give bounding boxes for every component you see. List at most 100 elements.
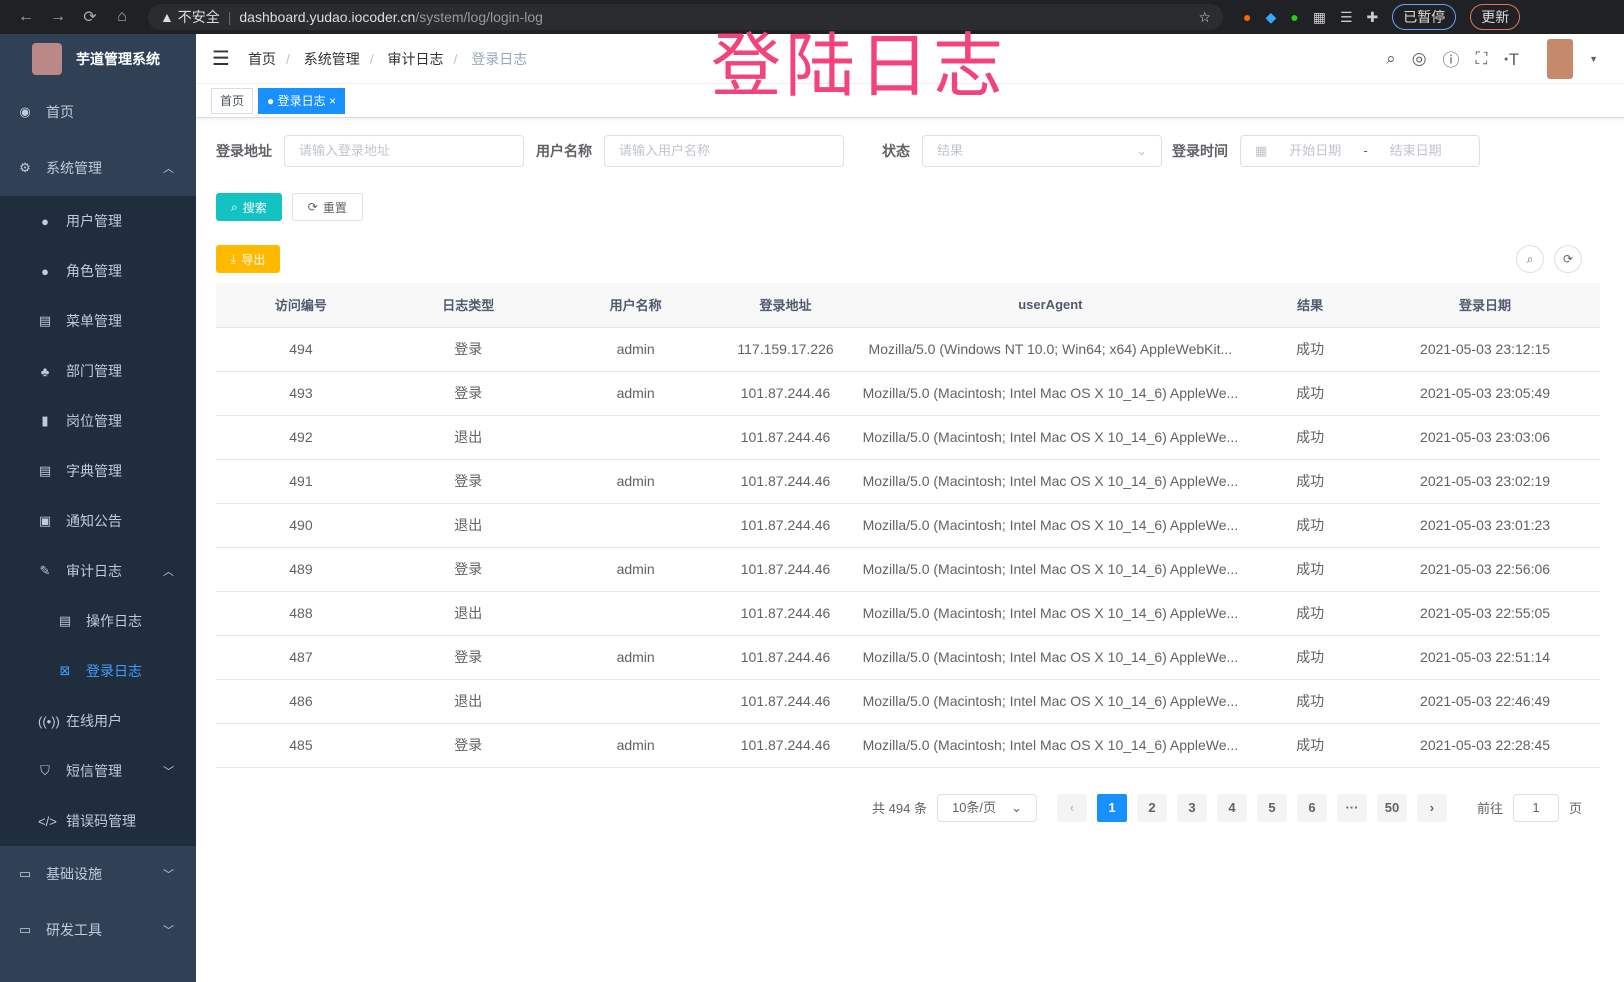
font-size-icon[interactable]: ꞏT bbox=[1503, 50, 1520, 69]
page-button[interactable]: 50 bbox=[1376, 793, 1407, 822]
role-icon: ● bbox=[41, 263, 49, 279]
search-button[interactable]: ⌕ 搜索 bbox=[216, 193, 282, 221]
label: 审计日志 bbox=[66, 563, 122, 579]
sidebar-item-login-log[interactable]: ⊠ 登录日志 bbox=[0, 646, 196, 696]
table-row[interactable]: 494 登录 admin 117.159.17.226 Mozilla/5.0 (Win… bbox=[216, 327, 1600, 372]
prev-page-button[interactable]: ‹ bbox=[1056, 793, 1087, 822]
label: 基础设施 bbox=[46, 866, 102, 882]
column-header: 访问编号 bbox=[216, 283, 386, 328]
breadcrumb-item[interactable]: 审计日志 bbox=[387, 50, 444, 67]
extension-icon[interactable]: ▦ bbox=[1312, 8, 1326, 25]
puzzle-icon[interactable]: ✚ bbox=[1366, 8, 1379, 25]
next-page-button[interactable]: › bbox=[1416, 793, 1447, 822]
browser-toolbar: ← → ⟳ ⌂ ▲ 不安全 | dashboard.yudao.iocoder.c… bbox=[0, 0, 1624, 34]
sidebar-item-audit[interactable]: ✎ 审计日志 ︿ bbox=[0, 546, 196, 596]
sidebar-item-menus[interactable]: ▤ 菜单管理 bbox=[0, 296, 196, 346]
page-button[interactable]: 2 bbox=[1136, 793, 1167, 822]
forward-icon[interactable]: → bbox=[50, 8, 66, 25]
sidebar-logo[interactable]: 芋道管理系统 bbox=[0, 34, 196, 84]
close-icon[interactable]: × bbox=[328, 93, 336, 108]
table-row[interactable]: 492 退出 101.87.244.46 Mozilla/5.0 (Macintosh… bbox=[216, 415, 1600, 460]
refresh-icon[interactable]: ⟳ bbox=[1554, 245, 1582, 273]
page-size-select[interactable]: 10条/页 ⌄ bbox=[936, 793, 1037, 822]
update-button[interactable]: 更新 bbox=[1470, 4, 1521, 30]
search-icon[interactable]: ⌕ bbox=[1386, 48, 1396, 68]
hamburger-icon[interactable]: ☰ bbox=[212, 48, 230, 70]
sidebar-item-notice[interactable]: ▣ 通知公告 bbox=[0, 496, 196, 546]
toggle-search-icon[interactable]: ⌕ bbox=[1516, 245, 1544, 273]
sidebar-item-infra[interactable]: ▭ 基础设施 ﹀ bbox=[0, 846, 196, 902]
table-cell: 退出 bbox=[385, 679, 551, 724]
sidebar-item-dict[interactable]: ▤ 字典管理 bbox=[0, 446, 196, 496]
extension-icon[interactable]: ● bbox=[1290, 9, 1299, 25]
profile-button[interactable]: 已暂停 bbox=[1392, 4, 1457, 30]
page-button[interactable]: ··· bbox=[1336, 793, 1367, 822]
label: 搜索 bbox=[242, 200, 267, 215]
dict-icon: ▤ bbox=[38, 463, 52, 478]
sidebar-item-posts[interactable]: ▮ 岗位管理 bbox=[0, 396, 196, 446]
table-row[interactable]: 491 登录 admin 101.87.244.46 Mozilla/5.0 (Maci… bbox=[216, 459, 1600, 504]
caret-down-icon[interactable]: ▼ bbox=[1589, 53, 1598, 64]
sidebar-item-error-code[interactable]: </> 错误码管理 bbox=[0, 796, 196, 846]
tool-icon: ▭ bbox=[18, 922, 32, 937]
breadcrumb-item[interactable]: 系统管理 bbox=[303, 50, 360, 67]
sidebar-item-roles[interactable]: ● 角色管理 bbox=[0, 246, 196, 296]
table-cell: 486 bbox=[216, 679, 386, 724]
page-button[interactable]: 6 bbox=[1296, 793, 1327, 822]
reset-button[interactable]: ⟳ 重置 bbox=[291, 193, 363, 221]
github-icon[interactable]: ◎ bbox=[1411, 48, 1427, 68]
table-row[interactable]: 487 登录 admin 101.87.244.46 Mozilla/5.0 (Maci… bbox=[216, 635, 1600, 680]
table-row[interactable]: 489 登录 admin 101.87.244.46 Mozilla/5.0 (Maci… bbox=[216, 547, 1600, 592]
avatar[interactable] bbox=[1547, 38, 1574, 79]
extension-icon[interactable]: ☰ bbox=[1339, 8, 1353, 25]
sidebar-item-tool[interactable]: ▭ 研发工具 ﹀ bbox=[0, 902, 196, 958]
start-date[interactable]: 开始日期 bbox=[1289, 143, 1342, 158]
sidebar-item-online[interactable]: ((•)) 在线用户 bbox=[0, 696, 196, 746]
table-cell: 117.159.17.226 bbox=[720, 327, 851, 372]
goto-suffix: 页 bbox=[1568, 801, 1582, 816]
breadcrumb-item[interactable]: 首页 bbox=[247, 50, 276, 67]
table-row[interactable]: 485 登录 admin 101.87.244.46 Mozilla/5.0 (Maci… bbox=[216, 723, 1600, 768]
goto-page-input[interactable]: 1 bbox=[1512, 793, 1559, 822]
date-range-picker[interactable]: ▦ 开始日期 - 结束日期 bbox=[1240, 135, 1480, 167]
help-icon[interactable]: ⓘ bbox=[1442, 51, 1460, 70]
home-icon[interactable]: ⌂ bbox=[117, 8, 127, 25]
page-button[interactable]: 1 bbox=[1096, 793, 1127, 822]
back-icon[interactable]: ← bbox=[18, 8, 34, 25]
ip-input[interactable]: 请输入登录地址 bbox=[284, 135, 524, 167]
table-cell: 487 bbox=[216, 635, 386, 680]
form-icon: ▤ bbox=[58, 613, 72, 628]
extension-icon[interactable]: ◆ bbox=[1265, 8, 1277, 25]
sidebar-item-operate-log[interactable]: ▤ 操作日志 bbox=[0, 596, 196, 646]
table-row[interactable]: 486 退出 101.87.244.46 Mozilla/5.0 (Macintosh… bbox=[216, 679, 1600, 724]
username-input[interactable]: 请输入用户名称 bbox=[604, 135, 844, 167]
fullscreen-icon[interactable]: ⛶ bbox=[1475, 48, 1488, 68]
table-cell: Mozilla/5.0 (Macintosh; Intel Mac OS X 1… bbox=[850, 679, 1251, 724]
tag-current[interactable]: ● 登录日志 × bbox=[258, 87, 345, 114]
sidebar-item-system[interactable]: ⚙ 系统管理 ︿ bbox=[0, 140, 196, 196]
end-date[interactable]: 结束日期 bbox=[1389, 143, 1442, 158]
sidebar-item-depts[interactable]: ♣ 部门管理 bbox=[0, 346, 196, 396]
table-row[interactable]: 488 退出 101.87.244.46 Mozilla/5.0 (Macintosh… bbox=[216, 591, 1600, 636]
reload-icon[interactable]: ⟳ bbox=[83, 9, 97, 26]
sidebar-item-users[interactable]: ● 用户管理 bbox=[0, 196, 196, 246]
sidebar-item-sms[interactable]: ⛉ 短信管理 ﹀ bbox=[0, 746, 196, 796]
export-button[interactable]: ⤓ 导出 bbox=[216, 245, 281, 273]
table-row[interactable]: 493 登录 admin 101.87.244.46 Mozilla/5.0 (Maci… bbox=[216, 371, 1600, 416]
extension-icon[interactable]: ● bbox=[1243, 9, 1252, 25]
table-cell bbox=[550, 679, 721, 724]
page-button[interactable]: 4 bbox=[1216, 793, 1247, 822]
address-bar[interactable]: ▲ 不安全 | dashboard.yudao.iocoder.cn/system… bbox=[148, 4, 1223, 30]
tag-home[interactable]: 首页 bbox=[211, 87, 254, 114]
sidebar-item-home[interactable]: ◉ 首页 bbox=[0, 84, 196, 140]
security-warning[interactable]: ▲ 不安全 bbox=[160, 9, 220, 25]
label: 字典管理 bbox=[66, 463, 122, 479]
table-row[interactable]: 490 退出 101.87.244.46 Mozilla/5.0 (Macintosh… bbox=[216, 503, 1600, 548]
breadcrumb: 首页 / 系统管理 / 审计日志 / 登录日志 bbox=[247, 50, 528, 67]
page-button[interactable]: 5 bbox=[1256, 793, 1287, 822]
table-cell bbox=[550, 415, 721, 460]
page-button[interactable]: 3 bbox=[1176, 793, 1207, 822]
label: 角色管理 bbox=[66, 263, 122, 279]
star-icon[interactable]: ☆ bbox=[1198, 8, 1211, 25]
status-select[interactable]: 结果 ⌄ bbox=[922, 135, 1162, 167]
